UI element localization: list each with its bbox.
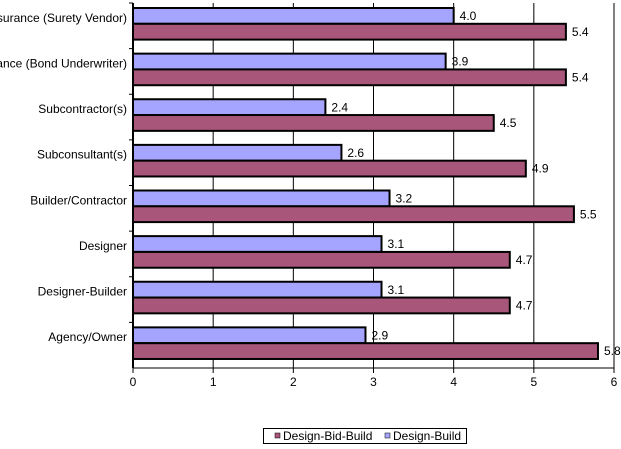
bar-design-build bbox=[132, 189, 391, 208]
bar-design-build bbox=[132, 235, 383, 253]
legend-label: Design-Bid-Build bbox=[283, 429, 372, 443]
bar-design-build bbox=[132, 52, 447, 71]
category-label: Finance (Bond Underwriter) bbox=[0, 56, 127, 70]
category-label: Builder/Contractor bbox=[30, 193, 127, 207]
data-label: 5.4 bbox=[572, 70, 589, 84]
data-label: 3.9 bbox=[452, 55, 469, 69]
data-label: 5.8 bbox=[604, 344, 621, 358]
category-label: Designer-Builder bbox=[38, 285, 127, 299]
bar-design-bid-build bbox=[132, 342, 599, 360]
bar-design-build bbox=[132, 7, 455, 25]
data-label: 4.7 bbox=[516, 299, 533, 313]
bar-design-build bbox=[132, 143, 343, 162]
bar-design-bid-build bbox=[132, 114, 495, 132]
x-tick-label: 3 bbox=[370, 375, 377, 389]
x-tick-label: 4 bbox=[450, 375, 457, 389]
category-label: Subcontractor(s) bbox=[38, 102, 127, 116]
x-tick-label: 0 bbox=[130, 375, 137, 389]
x-tick-label: 1 bbox=[210, 375, 217, 389]
category-label: Agency/Owner bbox=[48, 330, 127, 344]
x-tick-label: 6 bbox=[611, 375, 618, 389]
bar-design-bid-build bbox=[132, 22, 567, 41]
data-label: 3.1 bbox=[388, 237, 405, 251]
category-label: Subconsultant(s) bbox=[37, 148, 127, 162]
data-label: 4.5 bbox=[500, 116, 517, 130]
category-label: Insurance (Surety Vendor) bbox=[0, 11, 127, 25]
legend-swatch bbox=[274, 432, 281, 439]
data-label: 5.5 bbox=[580, 207, 597, 221]
bar-design-build bbox=[132, 326, 367, 345]
x-tick-label: 2 bbox=[290, 375, 297, 389]
bar-design-bid-build bbox=[132, 159, 527, 178]
bar-design-bid-build bbox=[132, 205, 575, 224]
data-label: 5.4 bbox=[572, 25, 589, 39]
data-label: 2.4 bbox=[331, 100, 348, 114]
bar-design-bid-build bbox=[132, 296, 511, 315]
bar-design-build bbox=[132, 98, 327, 117]
x-tick-label: 5 bbox=[530, 375, 537, 389]
data-label: 2.9 bbox=[371, 328, 388, 342]
data-label: 3.2 bbox=[396, 192, 413, 206]
bar-design-bid-build bbox=[132, 250, 511, 269]
data-label: 3.1 bbox=[388, 283, 405, 297]
category-label: Designer bbox=[79, 239, 127, 253]
legend-label: Design-Build bbox=[393, 429, 461, 443]
data-label: 4.0 bbox=[460, 9, 477, 23]
data-label: 4.7 bbox=[516, 253, 533, 267]
data-label: 4.9 bbox=[532, 162, 549, 176]
data-label: 2.6 bbox=[347, 146, 364, 160]
bar-design-bid-build bbox=[132, 68, 567, 87]
bar-design-build bbox=[132, 280, 383, 299]
legend-swatch bbox=[384, 432, 391, 439]
